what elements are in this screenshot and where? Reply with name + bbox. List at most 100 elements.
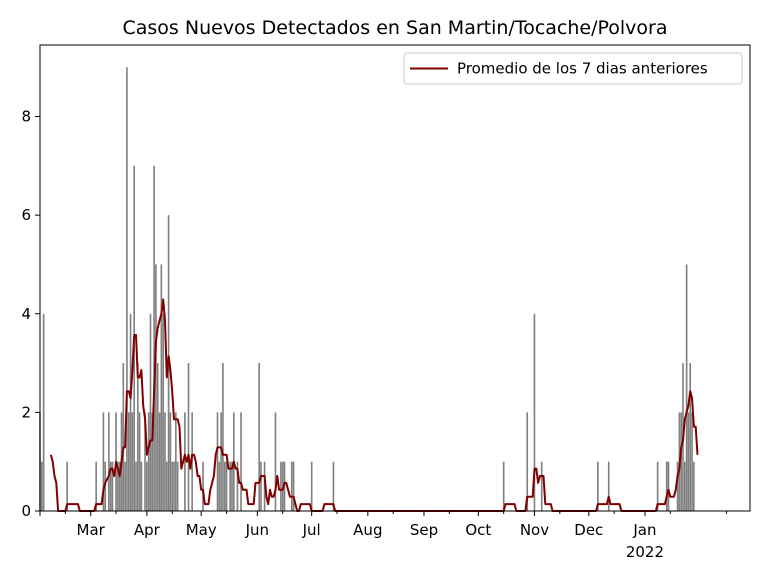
bar <box>533 313 536 511</box>
bar <box>223 461 226 511</box>
bar <box>117 461 119 511</box>
bar <box>144 412 146 511</box>
bar <box>95 461 97 511</box>
bar <box>42 313 45 511</box>
bar <box>222 363 224 511</box>
bar <box>155 264 157 511</box>
bar <box>292 461 295 511</box>
x-tick-label: Apr <box>134 521 161 539</box>
y-tick-label: 2 <box>21 403 31 421</box>
plot-area: 0 2 4 6 8 Mar Apr May Jun Jul Aug Sep Oct Nov Dec Jan 2… <box>21 44 751 561</box>
bar <box>260 461 262 511</box>
bar <box>173 461 175 511</box>
bar <box>656 461 659 511</box>
x-year-label: 2022 <box>626 543 664 561</box>
bar <box>102 412 105 511</box>
bar <box>220 412 222 511</box>
bar <box>218 461 221 511</box>
x-tick-label: Jan <box>632 521 656 539</box>
y-tick-label: 8 <box>21 108 31 126</box>
bar <box>66 461 68 511</box>
bar <box>231 461 233 511</box>
x-tick-label: Dec <box>574 521 603 539</box>
bar <box>136 363 139 511</box>
bar <box>290 461 293 511</box>
bar <box>40 461 43 511</box>
x-tick-label: Jun <box>245 521 269 539</box>
bar <box>124 461 126 511</box>
y-tick-label: 0 <box>21 502 31 520</box>
bar <box>184 412 186 511</box>
bar <box>225 461 228 511</box>
x-tick-label: May <box>186 521 217 539</box>
bar <box>597 461 599 511</box>
bar <box>153 165 155 511</box>
bar <box>129 313 132 511</box>
bar <box>540 461 543 511</box>
bar <box>229 461 231 511</box>
bar <box>164 412 166 511</box>
bar <box>176 461 179 511</box>
x-axis: Mar Apr May Jun Jul Aug Sep Oct Nov Dec Jan 2022 <box>39 511 727 561</box>
bar <box>683 461 686 511</box>
x-tick-label: Oct <box>465 521 491 539</box>
bar <box>665 461 668 511</box>
bar <box>138 412 141 511</box>
bar <box>158 412 161 511</box>
bar <box>156 363 159 511</box>
bar <box>135 461 137 511</box>
bar <box>280 461 282 511</box>
bar <box>160 264 163 511</box>
bar <box>127 412 130 511</box>
bar <box>126 67 128 511</box>
bars-group <box>39 67 695 511</box>
bar <box>146 461 148 511</box>
bar <box>258 363 260 511</box>
legend-box <box>403 52 743 85</box>
bar <box>216 412 219 511</box>
x-tick-label: Aug <box>353 521 382 539</box>
x-tick-label: Sep <box>410 521 438 539</box>
bar <box>607 461 610 511</box>
bar <box>169 412 172 511</box>
y-tick-label: 6 <box>21 206 31 224</box>
x-tick-label: Nov <box>520 521 549 539</box>
bar <box>149 313 152 511</box>
legend-label: Promedio de los 7 dias anteriores <box>457 60 708 78</box>
bar <box>140 461 143 511</box>
x-tick-label: Mar <box>77 521 106 539</box>
bar <box>332 461 335 511</box>
x-tick-label: Jul <box>302 521 321 539</box>
bar <box>175 412 177 511</box>
bar <box>526 412 529 511</box>
bar <box>131 412 134 511</box>
bar <box>187 363 190 511</box>
bar <box>162 313 164 511</box>
bar <box>122 363 125 511</box>
bar <box>111 461 114 511</box>
bar <box>108 412 110 511</box>
y-tick-label: 4 <box>21 305 31 323</box>
bar <box>109 461 112 511</box>
bar <box>310 461 313 511</box>
bar <box>687 412 690 511</box>
bar <box>147 412 150 511</box>
bar <box>236 461 239 511</box>
bar <box>274 412 277 511</box>
bar <box>667 461 670 511</box>
chart-title: Casos Nuevos Detectados en San Martin/To… <box>123 17 668 39</box>
bar <box>240 412 242 511</box>
bar <box>502 461 505 511</box>
bar <box>693 461 695 511</box>
bar <box>202 461 204 511</box>
bar <box>691 412 693 511</box>
bar <box>676 461 679 511</box>
bar <box>680 412 682 511</box>
y-axis: 0 2 4 6 8 <box>21 108 40 520</box>
bar <box>171 461 174 511</box>
axes-frame <box>39 44 751 512</box>
bar <box>165 461 168 511</box>
bar <box>685 264 688 511</box>
bar <box>689 363 692 511</box>
